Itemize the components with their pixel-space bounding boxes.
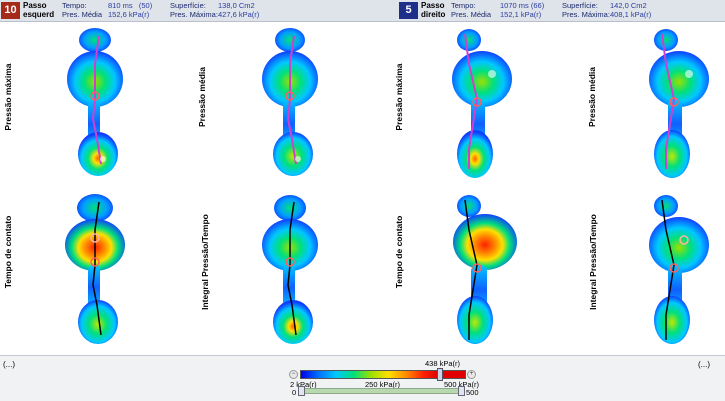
left-pres-media: Pres. Média xyxy=(62,10,103,19)
range-slider-max-thumb[interactable] xyxy=(458,386,465,396)
right-step-number-badge: 5 xyxy=(399,2,418,19)
right-pres-maxima-value: 408,1 kPa(r) xyxy=(610,10,652,19)
left-mean-pressure-label: Pressão média xyxy=(197,67,207,128)
footer-bar: (...) (...) 438 kPa(r) − + 2 kPa(r) 250 … xyxy=(0,355,725,401)
left-step-number-badge: 10 xyxy=(1,2,20,19)
left-step-info: 10 Passo esquerd Tempo: 810 ms (50) Pres… xyxy=(0,0,362,21)
right-max-pressure-foot-map xyxy=(452,29,512,178)
scale-current-max-label: 438 kPa(r) xyxy=(425,359,461,368)
left-step-panel: Pressão máxima Pressão média Tempo de co… xyxy=(0,22,362,355)
right-step-info: 5 Passo direito Tempo: 1070 ms (66) Pres… xyxy=(398,0,725,21)
header-bar: 10 Passo esquerd Tempo: 810 ms (50) Pres… xyxy=(0,0,725,22)
right-tempo: Tempo: xyxy=(451,1,476,10)
right-pres-media-value: 152,1 kPa(r) xyxy=(500,10,542,19)
scale-decrease-button[interactable]: − xyxy=(289,370,298,379)
left-contact-time-label: Tempo de contato xyxy=(3,215,13,289)
scale-max-label: 500 kPa(r) xyxy=(444,380,480,389)
left-superficie: Superfície: xyxy=(170,1,206,10)
slider-max-label: 500 xyxy=(466,388,479,397)
color-scale-overflow xyxy=(441,370,466,379)
right-mean-pressure-label: Pressão média xyxy=(587,67,597,128)
right-pressure-time-integral-foot-map xyxy=(649,195,709,344)
left-tempo: Tempo: xyxy=(62,1,87,10)
color-scale-bar xyxy=(300,370,442,379)
range-slider-min-thumb[interactable] xyxy=(298,386,305,396)
left-step-name: Passo esquerd xyxy=(23,1,55,19)
right-max-pressure-label: Pressão máxima xyxy=(394,63,404,131)
left-tempo-value: 810 ms (50) xyxy=(108,1,153,10)
left-contact-time-foot-map xyxy=(65,194,125,344)
left-pres-maxima: Pres. Máxima: xyxy=(170,10,218,19)
right-tempo-value: 1070 ms (66) xyxy=(500,1,545,10)
right-more-button[interactable]: (...) xyxy=(698,360,710,369)
left-superficie-value: 138,0 Cm2 xyxy=(218,1,255,10)
left-mean-pressure-foot-map xyxy=(262,28,318,176)
scale-min-label: 2 kPa(r) xyxy=(290,380,317,389)
right-contact-time-label: Tempo de contato xyxy=(394,215,404,289)
left-max-pressure-foot-map xyxy=(67,28,123,176)
right-contact-time-foot-map xyxy=(453,195,517,344)
slider-min-label: 0 xyxy=(292,388,297,397)
scale-mid-label: 250 kPa(r) xyxy=(365,380,401,389)
scale-max-marker[interactable] xyxy=(437,368,443,381)
left-max-pressure-label: Pressão máxima xyxy=(3,63,13,131)
right-pres-maxima: Pres. Máxima: xyxy=(562,10,610,19)
range-slider-track[interactable] xyxy=(299,388,465,394)
left-more-button[interactable]: (...) xyxy=(3,360,15,369)
right-superficie-value: 142,0 Cm2 xyxy=(610,1,647,10)
right-step-name: Passo direito xyxy=(421,1,446,19)
right-superficie: Superfície: xyxy=(562,1,598,10)
right-mean-pressure-foot-map xyxy=(649,29,709,178)
left-pres-media-value: 152,6 kPa(r) xyxy=(108,10,150,19)
left-pressure-time-integral-label: Integral Pressão/Tempo xyxy=(200,214,210,310)
right-pressure-time-integral-label: Integral Pressão/Tempo xyxy=(588,214,598,310)
left-pres-maxima-value: 427,6 kPa(r) xyxy=(218,10,260,19)
right-step-panel: Pressão máxima Pressão média Tempo de co… xyxy=(362,22,724,355)
right-pres-media: Pres. Média xyxy=(451,10,492,19)
scale-increase-button[interactable]: + xyxy=(467,370,476,379)
left-pressure-time-integral-foot-map xyxy=(262,195,318,344)
